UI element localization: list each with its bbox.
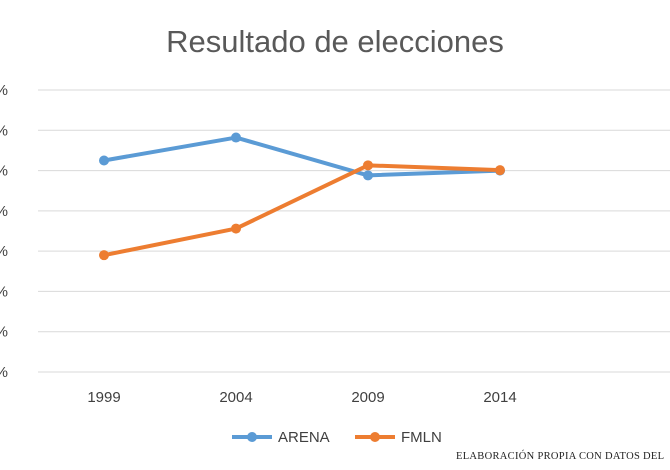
- legend-label-fmln: FMLN: [401, 429, 442, 446]
- y-tick-label: 0%: [0, 122, 8, 139]
- x-tick-label: 2014: [483, 389, 516, 406]
- x-tick-label: 2009: [351, 389, 384, 406]
- chart-title: Resultado de elecciones: [166, 24, 504, 59]
- legend-marker-fmln: [370, 432, 380, 442]
- data-point-fmln: [231, 223, 241, 234]
- data-point-arena: [231, 132, 241, 143]
- source-note: ELABORACIÓN PROPIA CON DATOS DEL: [456, 451, 665, 462]
- x-tick-label: 1999: [87, 389, 120, 406]
- data-point-fmln: [363, 160, 373, 171]
- legend-label-arena: ARENA: [278, 429, 330, 446]
- data-point-fmln: [495, 165, 505, 176]
- x-tick-label: 2004: [219, 389, 252, 406]
- y-tick-label: 0%: [0, 324, 8, 341]
- legend: ARENA FMLN: [232, 429, 442, 446]
- data-point-arena: [363, 170, 373, 181]
- series-lines: [102, 135, 502, 258]
- legend-marker-arena: [247, 432, 257, 442]
- y-tick-label: 0%: [0, 82, 8, 99]
- data-point-arena: [99, 155, 109, 166]
- series-line-fmln: [102, 163, 502, 258]
- series-line-arena: [102, 135, 502, 178]
- y-axis-tick-labels: 0% 0% 0% 0% 0% 0% 0% 0%: [0, 82, 8, 381]
- x-axis-tick-labels: 1999 2004 2009 2014: [87, 389, 516, 406]
- data-point-fmln: [99, 250, 109, 261]
- y-tick-label: 0%: [0, 243, 8, 260]
- series-points: [99, 132, 505, 261]
- gridlines: [38, 89, 670, 373]
- y-tick-label: 0%: [0, 203, 8, 220]
- y-tick-label: 0%: [0, 283, 8, 300]
- y-tick-label: 0%: [0, 163, 8, 180]
- y-tick-label: 0%: [0, 364, 8, 381]
